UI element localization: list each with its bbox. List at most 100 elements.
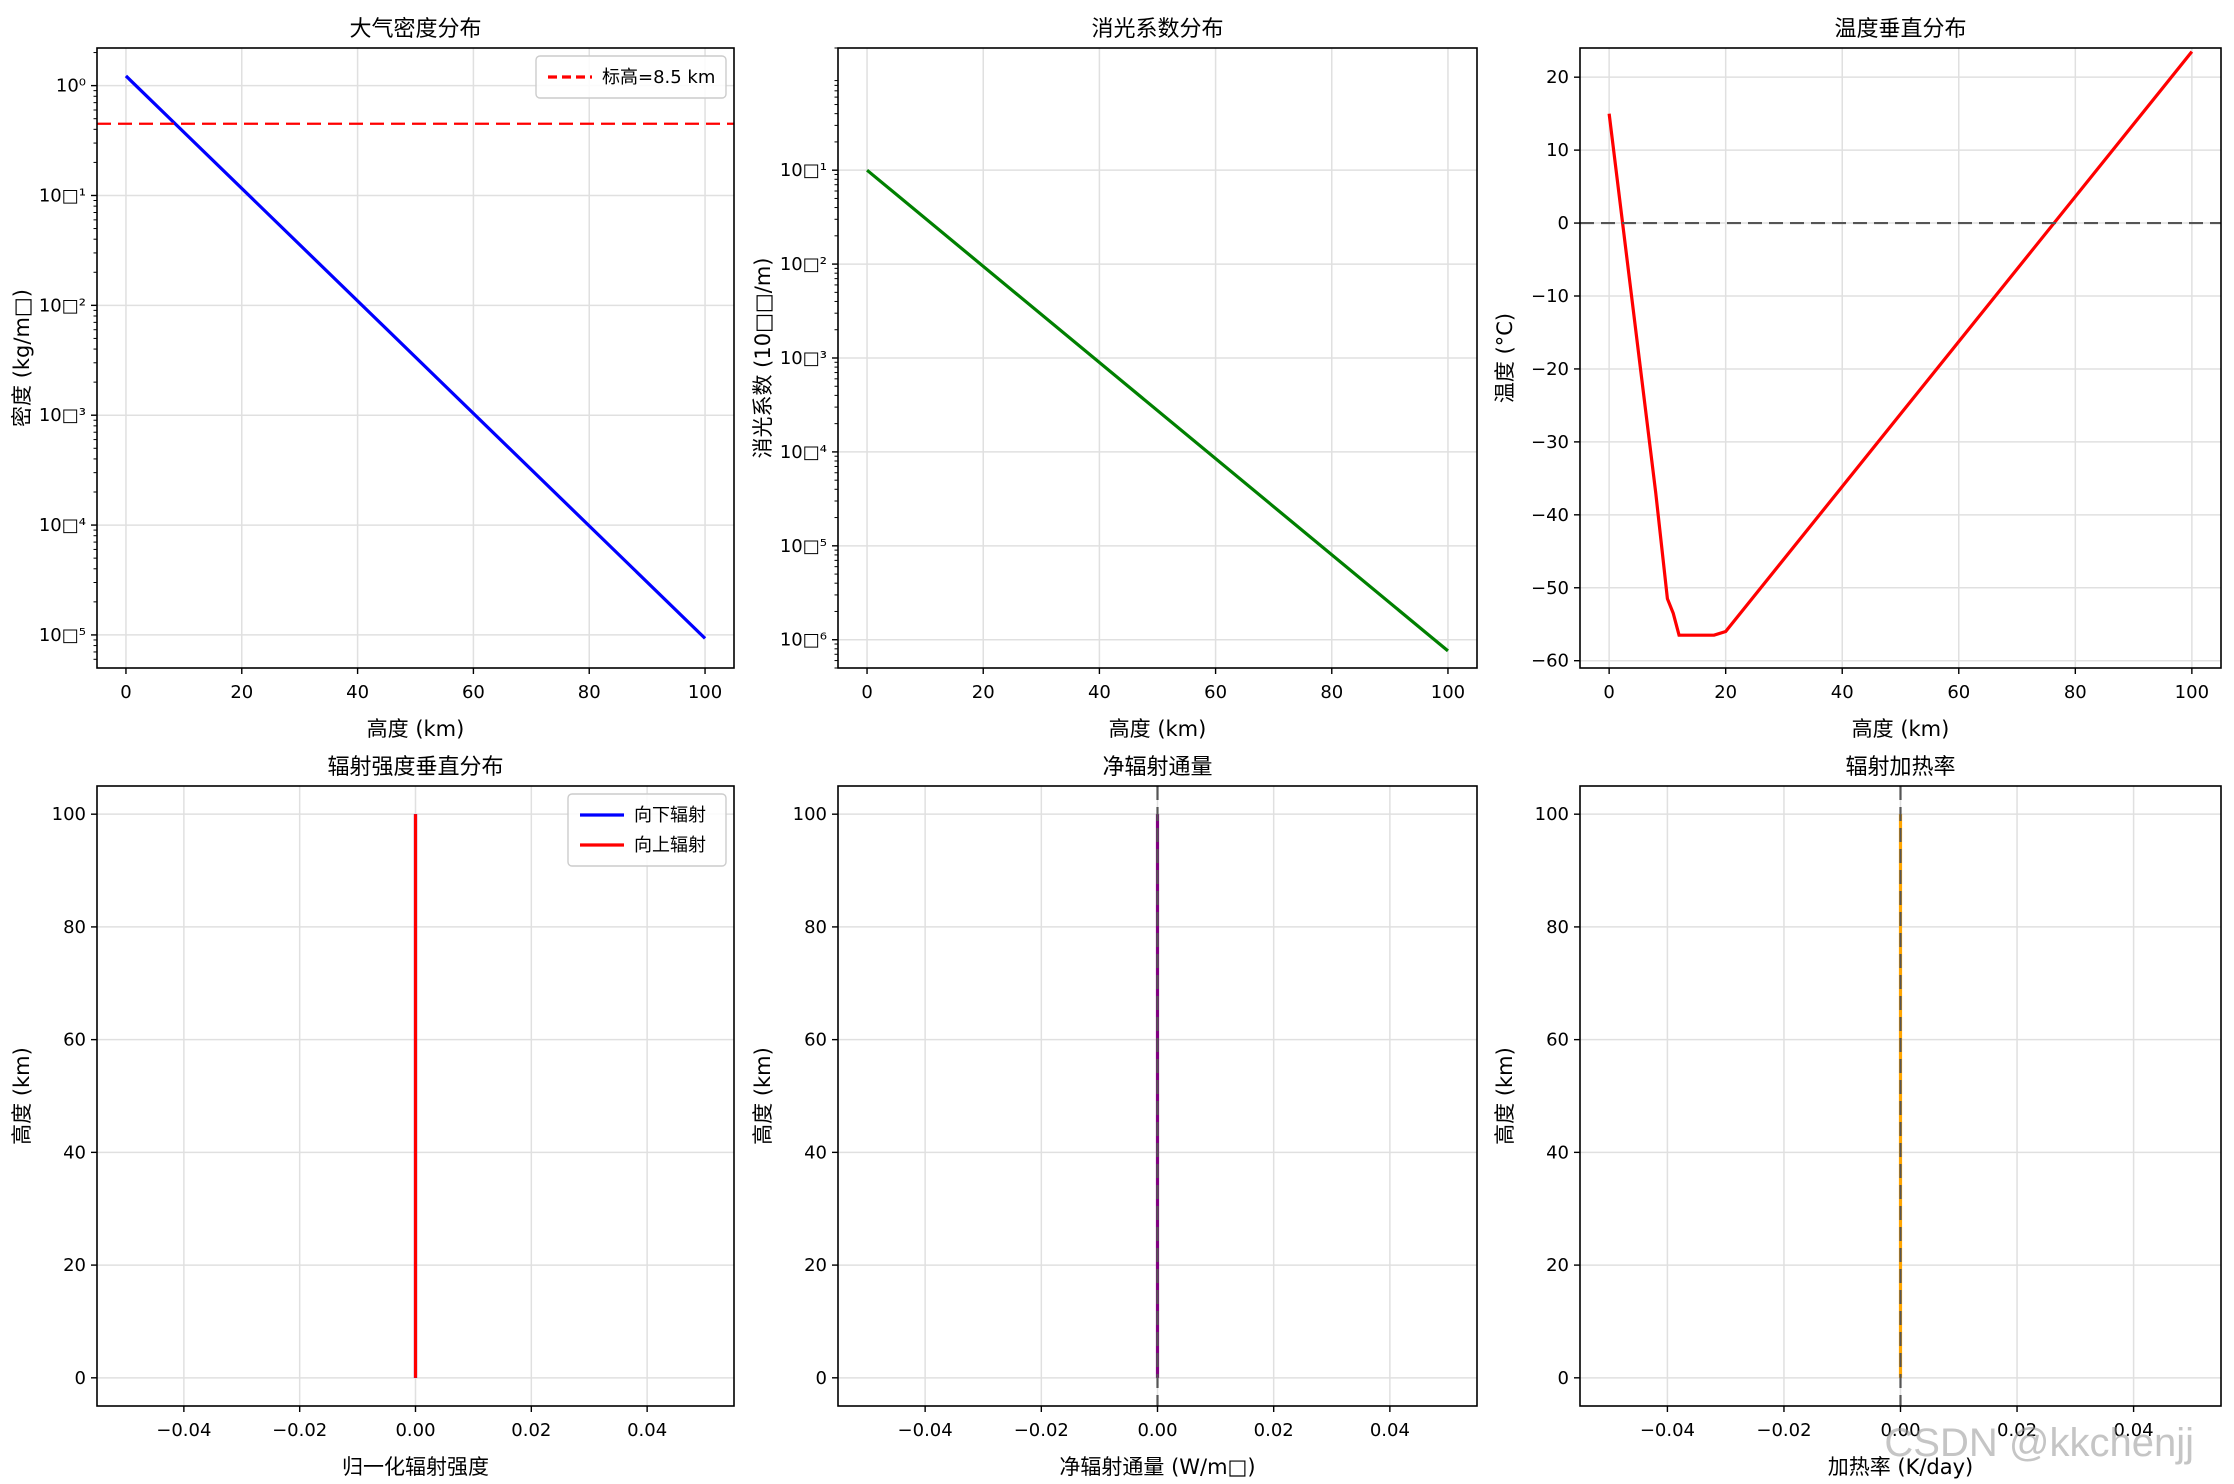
- x-tick-label: −0.02: [1756, 1420, 1811, 1441]
- y-tick-label: 60: [804, 1030, 827, 1051]
- x-tick-label: 40: [346, 682, 369, 703]
- x-tick-label: 80: [578, 682, 601, 703]
- chart-title: 温度垂直分布: [1834, 17, 1966, 42]
- y-tick-label: 10□¹: [39, 185, 86, 206]
- x-axis-label: 归一化辐射强度: [342, 1455, 489, 1479]
- x-axis-label: 高度 (km): [1852, 717, 1950, 741]
- y-tick-label: 10□⁶: [780, 630, 827, 651]
- chart-title: 辐射强度垂直分布: [327, 755, 503, 780]
- x-tick-label: −0.04: [156, 1420, 211, 1441]
- y-tick-label: −60: [1531, 651, 1569, 672]
- x-tick-label: 20: [230, 682, 253, 703]
- x-tick-label: −0.02: [1014, 1420, 1069, 1441]
- chart-title: 大气密度分布: [349, 17, 481, 42]
- x-tick-label: 60: [1947, 682, 1970, 703]
- y-axis-label: 消光系数 (10□□/m): [751, 258, 775, 459]
- x-tick-label: 40: [1831, 682, 1854, 703]
- y-tick-label: 100: [1535, 804, 1569, 825]
- x-tick-label: 0.02: [511, 1420, 551, 1441]
- legend-label: 标高=8.5 km: [602, 67, 715, 88]
- x-tick-label: 60: [1204, 682, 1227, 703]
- legend-label: 向上辐射: [634, 835, 706, 856]
- y-tick-label: 10⁰: [56, 76, 86, 97]
- chart-title: 消光系数分布: [1091, 17, 1223, 42]
- chart-title: 辐射加热率: [1845, 755, 1955, 780]
- y-tick-label: 20: [1546, 1255, 1569, 1276]
- x-axis-label: 高度 (km): [367, 717, 465, 741]
- x-tick-label: 0.00: [1137, 1420, 1177, 1441]
- x-tick-label: 40: [1088, 682, 1111, 703]
- y-tick-label: 20: [804, 1255, 827, 1276]
- legend-box: [535, 55, 727, 99]
- x-tick-label: 20: [972, 682, 995, 703]
- y-tick-label: 100: [52, 804, 86, 825]
- x-tick-label: −0.02: [272, 1420, 327, 1441]
- y-tick-label: 10□¹: [780, 160, 827, 181]
- y-tick-label: 10□⁵: [780, 536, 827, 557]
- y-tick-label: 20: [1546, 67, 1569, 88]
- y-tick-label: 100: [793, 804, 827, 825]
- x-tick-label: 60: [462, 682, 485, 703]
- y-tick-label: 40: [804, 1142, 827, 1163]
- y-tick-label: 0: [1558, 213, 1569, 234]
- y-tick-label: 10□⁵: [39, 625, 86, 646]
- y-tick-label: −10: [1531, 286, 1569, 307]
- x-tick-label: 0.00: [395, 1420, 435, 1441]
- series-group: [866, 168, 1449, 653]
- x-tick-label: −0.04: [1640, 1420, 1695, 1441]
- y-tick-label: 80: [1546, 917, 1569, 938]
- y-axis-label: 密度 (kg/m□): [10, 289, 34, 427]
- y-tick-label: 10□³: [39, 405, 86, 426]
- y-axis-label: 高度 (km): [1493, 1047, 1517, 1145]
- x-tick-label: 100: [2175, 682, 2209, 703]
- x-tick-label: 0.04: [627, 1420, 667, 1441]
- x-tick-label: 100: [1431, 682, 1465, 703]
- y-axis-label: 高度 (km): [10, 1047, 34, 1145]
- x-tick-label: 80: [2064, 682, 2087, 703]
- x-tick-label: −0.04: [898, 1420, 953, 1441]
- x-axis-label: 净辐射通量 (W/m□): [1059, 1455, 1255, 1479]
- y-tick-label: 80: [804, 917, 827, 938]
- y-axis-label: 高度 (km): [751, 1047, 775, 1145]
- x-tick-label: 0.04: [1370, 1420, 1410, 1441]
- y-tick-label: 10□⁴: [39, 515, 86, 536]
- x-tick-label: 0.02: [1997, 1420, 2037, 1441]
- x-tick-label: 0: [120, 682, 131, 703]
- legend-label: 向下辐射: [634, 805, 706, 826]
- watermark: CSDN @kkchenjj: [1884, 1421, 2194, 1465]
- y-tick-label: 10□²: [39, 295, 86, 316]
- y-tick-label: 60: [63, 1030, 86, 1051]
- chart-title: 净辐射通量: [1102, 755, 1212, 780]
- x-tick-label: 0.02: [1254, 1420, 1294, 1441]
- x-tick-label: 80: [1320, 682, 1343, 703]
- series-line: [124, 74, 707, 640]
- x-tick-label: 0.00: [1880, 1420, 1920, 1441]
- y-tick-label: −20: [1531, 359, 1569, 380]
- x-axis-label: 高度 (km): [1109, 717, 1207, 741]
- plot-frame: [1579, 47, 2222, 669]
- x-tick-label: 20: [1714, 682, 1737, 703]
- y-tick-label: 0: [1558, 1368, 1569, 1389]
- y-tick-label: 20: [63, 1255, 86, 1276]
- x-tick-label: 0: [861, 682, 872, 703]
- y-tick-label: 40: [63, 1142, 86, 1163]
- y-tick-label: −50: [1531, 578, 1569, 599]
- y-tick-label: −40: [1531, 505, 1569, 526]
- series-group: [1580, 50, 2221, 637]
- plot-frame: [96, 47, 735, 669]
- series-line: [1607, 50, 2194, 637]
- y-tick-label: 10□²: [780, 254, 827, 275]
- legend-box: [567, 793, 727, 867]
- y-tick-label: 60: [1546, 1030, 1569, 1051]
- x-tick-label: 100: [688, 682, 722, 703]
- series-line: [866, 168, 1449, 653]
- y-tick-label: 0: [75, 1368, 86, 1389]
- y-tick-label: 0: [816, 1368, 827, 1389]
- x-axis-label: 加热率 (K/day): [1828, 1455, 1974, 1479]
- series-group: [97, 74, 734, 640]
- y-tick-label: −30: [1531, 432, 1569, 453]
- y-tick-label: 10: [1546, 140, 1569, 161]
- y-tick-label: 40: [1546, 1142, 1569, 1163]
- x-tick-label: 0.04: [2114, 1420, 2154, 1441]
